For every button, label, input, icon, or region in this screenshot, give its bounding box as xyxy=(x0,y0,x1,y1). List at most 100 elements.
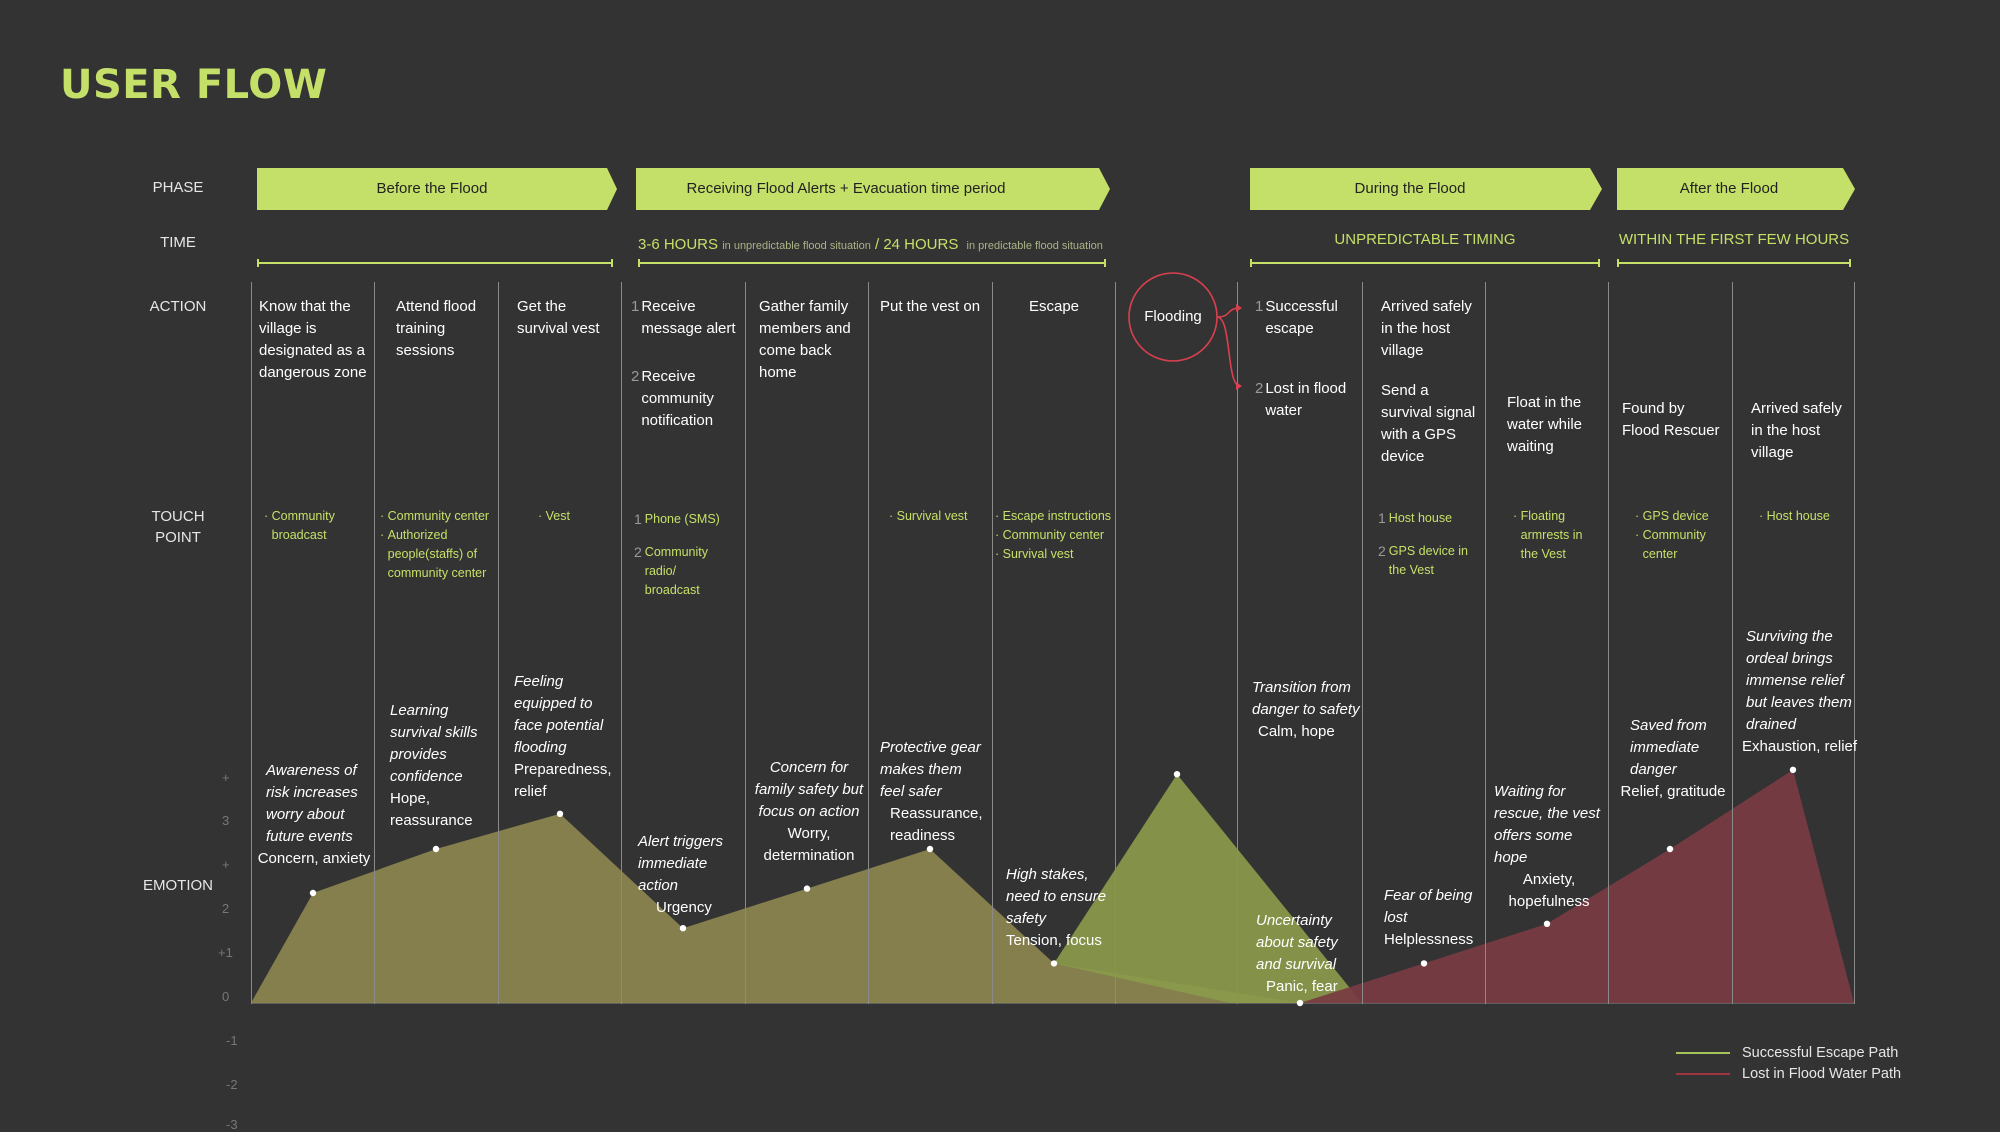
emotion-point xyxy=(1050,960,1058,967)
emotion-note: Uncertainty about safety and survival Pa… xyxy=(1256,910,1362,998)
column-divider xyxy=(1362,282,1363,1004)
action-item: Get the survival vest xyxy=(517,298,600,337)
action-item: Know that the village is designated as a… xyxy=(259,298,367,381)
timeline-evacuation xyxy=(638,259,1106,267)
step-number: 1 xyxy=(631,298,640,315)
touch-point-item: · Community center · Authorized people(s… xyxy=(380,509,490,580)
emotion-area-layer xyxy=(251,766,1854,1007)
emotion-area-successful-escape xyxy=(1054,774,1362,1003)
emotion-description: High stakes, need to ensure safety xyxy=(1006,866,1107,927)
emotion-description: Awareness of risk increases worry about … xyxy=(266,762,358,845)
emotion-point xyxy=(679,925,687,932)
y-tick: + xyxy=(222,857,230,872)
emotion-description: Learning survival skills provides confid… xyxy=(390,702,478,785)
emotion-point xyxy=(926,845,934,853)
touch-point-item: 1 Phone (SMS) 2 Community radio/ broadcast xyxy=(634,510,734,600)
step-number: 2 xyxy=(634,544,642,560)
emotion-description: Waiting for rescue, the vest offers some… xyxy=(1494,783,1600,866)
timeline-after xyxy=(1617,259,1851,267)
column-divider xyxy=(1854,282,1855,1004)
phase-arrow-shape xyxy=(257,168,617,210)
column-divider xyxy=(1485,282,1486,1004)
touch-point-item: 1 Host house 2 GPS device in the Vest xyxy=(1378,509,1482,580)
emotion-label: Worry, determination xyxy=(763,825,855,864)
emotion-note: Feeling equipped to face potential flood… xyxy=(514,671,618,803)
action-item: Arrived safely in the host village Send … xyxy=(1381,298,1476,465)
legend-swatch-success xyxy=(1676,1052,1730,1055)
column-divider xyxy=(1115,282,1116,1004)
emotion-note: Alert triggers immediate action Urgency xyxy=(638,831,738,919)
step-number: 2 xyxy=(1378,543,1386,559)
y-tick: +1 xyxy=(218,945,233,960)
column-divider xyxy=(868,282,869,1004)
emotion-label: Anxiety, hopefulness xyxy=(1508,871,1590,910)
emotion-description: Fear of being lost xyxy=(1384,887,1473,926)
emotion-note: Concern for family safety but focus on a… xyxy=(754,757,864,867)
action-item: Float in the water while waiting xyxy=(1507,394,1583,455)
emotion-description: Transition from danger to safety xyxy=(1252,679,1360,718)
emotion-point xyxy=(556,810,564,817)
step-number: 2 xyxy=(631,368,640,385)
phase-arrow-shape xyxy=(1617,168,1855,210)
emotion-point xyxy=(1666,845,1674,853)
y-tick: + xyxy=(222,770,230,785)
emotion-label: Urgency xyxy=(656,899,712,916)
action-item: Attend flood training sessions xyxy=(396,298,477,359)
column-divider xyxy=(251,282,252,1004)
action-item: Found by Flood Rescuer xyxy=(1622,400,1720,439)
action-item: Gather family members and come back home xyxy=(759,298,851,381)
timeline-before xyxy=(257,259,613,267)
touch-point-item: · Vest xyxy=(538,509,570,523)
emotion-label: Calm, hope xyxy=(1258,723,1335,740)
flooding-branch xyxy=(1128,272,1242,390)
emotion-note: Awareness of risk increases worry about … xyxy=(256,760,372,870)
row-label-phase: PHASE xyxy=(152,179,204,196)
touch-point-item: · GPS device · Community center xyxy=(1635,509,1709,561)
column-divider xyxy=(992,282,993,1004)
emotion-note: Transition from danger to safety Calm, h… xyxy=(1252,677,1362,743)
emotion-label: Preparedness, relief xyxy=(514,761,612,800)
y-tick: -1 xyxy=(226,1033,238,1048)
row-label-time: TIME xyxy=(160,234,196,251)
action-item: Arrived safely in the host village xyxy=(1751,400,1842,461)
emotion-label: Reassurance, readiness xyxy=(890,805,983,844)
step-number: 2 xyxy=(1255,380,1264,397)
emotion-point xyxy=(1420,960,1428,967)
touch-point-item: · Host house xyxy=(1759,509,1830,523)
column-divider xyxy=(745,282,746,1004)
action-item: 1 Successful escape 2 Lost in flood water xyxy=(1255,296,1365,422)
touch-point-item: · Community broadcast xyxy=(264,509,335,542)
emotion-point xyxy=(309,889,317,897)
emotion-note: Fear of being lost Helplessness xyxy=(1384,885,1484,951)
emotion-description: Concern for family safety but focus on a… xyxy=(754,759,864,820)
emotion-description: Alert triggers immediate action xyxy=(638,833,724,894)
emotion-point xyxy=(803,885,811,892)
touch-point-item: · Floating armrests in the Vest xyxy=(1513,509,1583,561)
action-item: Escape xyxy=(1028,298,1080,315)
step-number: 1 xyxy=(1255,298,1264,315)
y-tick: 3 xyxy=(222,813,230,828)
phase-label: During the Flood xyxy=(1354,180,1466,197)
emotion-label: Relief, gratitude xyxy=(1620,783,1726,800)
y-tick: 2 xyxy=(222,901,230,916)
column-divider xyxy=(621,282,622,1004)
time-window-evacuation: 3-6 HOURS in unpredictable flood situati… xyxy=(638,236,1103,253)
row-label-touch-point: TOUCH POINT xyxy=(151,508,205,546)
column-divider xyxy=(1732,282,1733,1004)
emotion-label: Hope, reassurance xyxy=(390,790,473,829)
emotion-area-lost-in-water xyxy=(1300,769,1854,1003)
row-label-emotion: EMOTION xyxy=(143,877,213,894)
emotion-point xyxy=(1173,771,1181,778)
emotion-description: Surviving the ordeal brings immense reli… xyxy=(1746,628,1852,733)
action-item: Put the vest on xyxy=(880,298,981,315)
emotion-description: Feeling equipped to face potential flood… xyxy=(514,673,604,756)
touch-point-item: · Escape instructions · Community center… xyxy=(995,509,1112,561)
page-title: USER FLOW xyxy=(60,62,328,108)
emotion-description: Saved from immediate danger xyxy=(1630,717,1707,778)
step-number: 1 xyxy=(1378,510,1386,526)
phase-label: After the Flood xyxy=(1679,180,1779,197)
emotion-note: Learning survival skills provides confid… xyxy=(390,700,490,832)
time-after: WITHIN THE FIRST FEW HOURS xyxy=(1618,231,1850,248)
timeline-during xyxy=(1250,259,1600,267)
step-number: 1 xyxy=(634,511,642,527)
